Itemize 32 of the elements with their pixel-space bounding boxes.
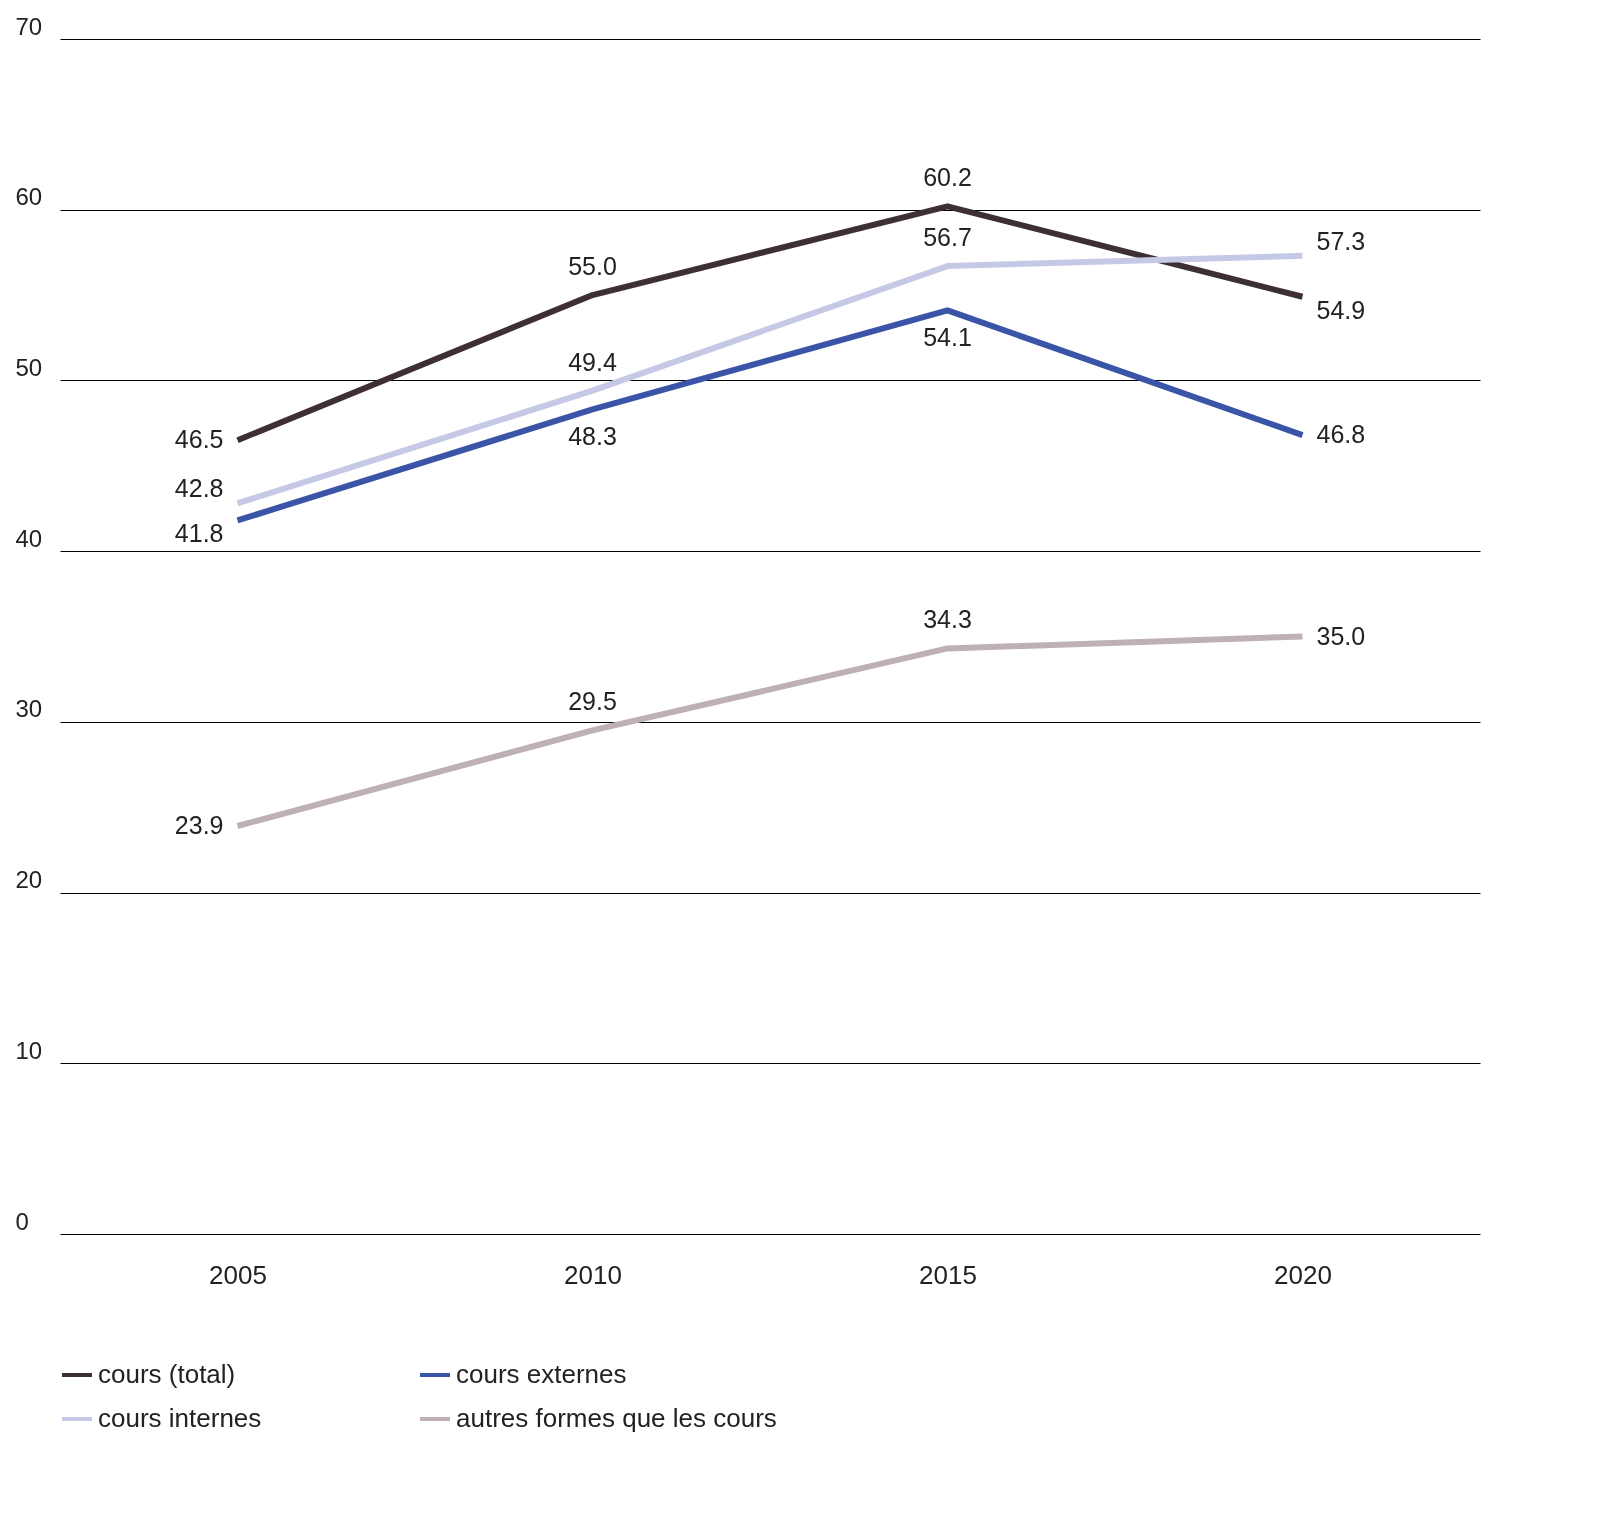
y-tick-label: 60 — [15, 183, 43, 211]
x-tick-label: 2015 — [919, 1259, 977, 1290]
x-tick-label: 2005 — [209, 1259, 267, 1290]
legend-label: cours internes — [98, 1403, 262, 1433]
data-label: 46.5 — [174, 425, 224, 454]
data-label: 42.8 — [174, 474, 224, 503]
data-label: 23.9 — [174, 810, 224, 839]
data-label: 54.1 — [923, 323, 972, 352]
data-label: 34.3 — [923, 605, 972, 634]
data-label: 46.8 — [1316, 420, 1366, 449]
data-label: 35.0 — [1316, 621, 1366, 650]
data-label: 56.7 — [923, 223, 972, 252]
data-label: 29.5 — [568, 687, 617, 716]
legend-label: cours (total) — [98, 1359, 236, 1389]
x-tick-label: 2010 — [564, 1259, 622, 1290]
data-label: 54.9 — [1316, 295, 1366, 324]
legend-label: cours externes — [456, 1359, 627, 1389]
y-tick-label: 20 — [15, 866, 43, 894]
y-tick-label: 70 — [15, 12, 43, 40]
y-tick-label: 0 — [15, 1207, 29, 1235]
y-tick-label: 40 — [15, 524, 43, 552]
data-label: 60.2 — [923, 163, 972, 192]
x-tick-label: 2020 — [1274, 1259, 1332, 1290]
y-tick-label: 50 — [15, 353, 43, 381]
data-label: 41.8 — [174, 519, 224, 548]
data-label: 55.0 — [568, 252, 617, 281]
data-label: 49.4 — [568, 347, 617, 376]
data-label: 57.3 — [1316, 226, 1366, 255]
y-tick-label: 30 — [15, 695, 43, 723]
legend-label: autres formes que les cours — [456, 1403, 777, 1433]
y-tick-label: 10 — [15, 1036, 43, 1064]
data-label: 48.3 — [568, 422, 617, 451]
